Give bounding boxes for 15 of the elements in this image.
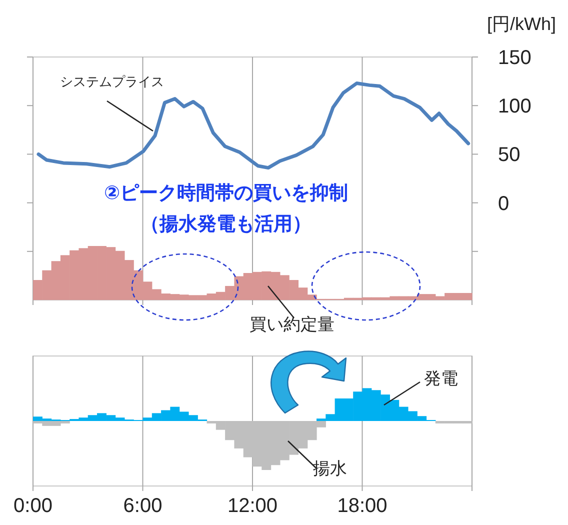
annotation: （揚水発電も活用） — [140, 213, 312, 235]
y-tick-label: 0 — [498, 192, 510, 215]
annotation: ②ピーク時間帯の買いを抑制 — [104, 182, 348, 204]
y-axis-title: [円/kWh] — [486, 14, 556, 34]
series-label: システムプライス — [60, 74, 164, 89]
series-label: 揚水 — [313, 459, 347, 478]
x-tick-label: 0:00 — [14, 495, 52, 517]
series-label: 発電 — [424, 369, 458, 388]
series-label: 買い約定量 — [250, 315, 334, 334]
y-tick-label: 50 — [498, 144, 520, 166]
x-tick-label: 18:00 — [337, 495, 388, 517]
y-tick-label: 150 — [498, 47, 532, 69]
x-tick-label: 6:00 — [123, 495, 162, 517]
y-tick-label: 100 — [498, 96, 532, 118]
x-tick-label: 12:00 — [227, 495, 278, 517]
